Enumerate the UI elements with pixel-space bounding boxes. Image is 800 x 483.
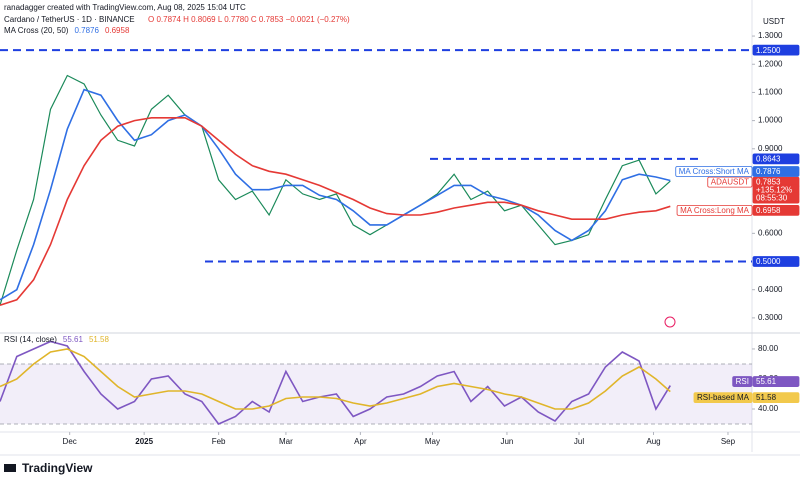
- series-last-value: 51.58: [756, 393, 777, 402]
- level-label-bg: [752, 153, 800, 165]
- level-label: 0.8643: [756, 154, 781, 163]
- x-tick-label: Jun: [500, 437, 513, 446]
- series-extra-label: +135.12%: [756, 186, 792, 195]
- x-tick-label: Sep: [721, 437, 736, 446]
- currency: USDT: [763, 17, 785, 26]
- y-tick-label: 0.6000: [758, 228, 783, 237]
- x-tick-label: Dec: [63, 437, 77, 446]
- series-last-value: 0.7853: [756, 178, 781, 187]
- alert-icon[interactable]: [664, 316, 676, 328]
- series-last-value: 0.6958: [756, 206, 781, 215]
- series-extra-label-bg: [752, 192, 800, 204]
- credit: ranadagger created with TradingView.com,…: [4, 3, 246, 12]
- series-last-value: 0.7876: [756, 167, 781, 176]
- series-name-label-bg: [676, 204, 753, 216]
- rsi-title: RSI (14, close): [4, 335, 57, 344]
- series-last-value-bg: [752, 376, 800, 387]
- series-name-label: MA Cross:Long MA: [680, 206, 750, 215]
- series-line: [0, 340, 671, 425]
- series-name-label-bg: [707, 176, 753, 188]
- series-name-label-bg: [693, 392, 753, 404]
- series-line: [0, 348, 671, 410]
- y-tick-label: 1.1000: [758, 88, 783, 97]
- x-tick-label: Jul: [574, 437, 584, 446]
- level-label: 1.2500: [756, 46, 781, 55]
- series-name-label: RSI: [736, 377, 749, 386]
- y-tick-label: 0.9000: [758, 144, 783, 153]
- series-last-value-bg: [752, 166, 800, 177]
- indicator: MA Cross (20, 50): [4, 26, 69, 35]
- y-tick-label: 40.00: [758, 404, 779, 413]
- x-tick-label: Aug: [646, 437, 660, 446]
- series-name-label: RSI-based MA: [697, 393, 750, 402]
- ma-legend-value: 0.6958: [105, 26, 130, 35]
- series-name-label-bg: [675, 166, 753, 177]
- x-tick-label: Feb: [212, 437, 226, 446]
- level-label: 0.5000: [756, 257, 781, 266]
- series-name-label: MA Cross:Short MA: [679, 167, 750, 176]
- series-name-label-bg: [732, 376, 753, 387]
- series-line: [0, 88, 671, 301]
- series-name-label: ADAUSDT: [711, 178, 749, 187]
- logo-text: TradingView: [22, 461, 93, 475]
- x-tick-label: Apr: [354, 437, 367, 446]
- logo: TradingView: [4, 461, 93, 475]
- x-tick-label: 2025: [135, 437, 153, 446]
- ohlc: O 0.7874 H 0.8069 L 0.7780 C 0.7853 −0.0…: [148, 15, 350, 24]
- level-label-bg: [752, 44, 800, 56]
- x-tick-label: Mar: [279, 437, 293, 446]
- rsi-legend-value: 55.61: [63, 335, 84, 344]
- series-line: [0, 117, 671, 306]
- series-last-value-bg: [752, 392, 800, 404]
- series-last-value-bg: [752, 204, 800, 216]
- y-tick-label: 0.3000: [758, 313, 783, 322]
- series-last-value: 55.61: [756, 377, 777, 386]
- rsi-legend-value: 51.58: [89, 335, 110, 344]
- ma-legend-value: 0.7876: [74, 26, 99, 35]
- symbol: Cardano / TetherUS · 1D · BINANCE: [4, 15, 135, 24]
- y-tick-label: 1.0000: [758, 116, 783, 125]
- y-tick-label: 0.4000: [758, 285, 783, 294]
- logo-icon: [4, 464, 16, 472]
- level-label-bg: [752, 256, 800, 267]
- series-extra-label: 08:55:30: [756, 194, 788, 203]
- y-tick-label: 1.2000: [758, 59, 783, 68]
- y-tick-label: 80.00: [758, 344, 779, 353]
- rsi-band: [0, 363, 752, 424]
- x-tick-label: May: [425, 437, 440, 446]
- y-tick-label: 1.3000: [758, 31, 783, 40]
